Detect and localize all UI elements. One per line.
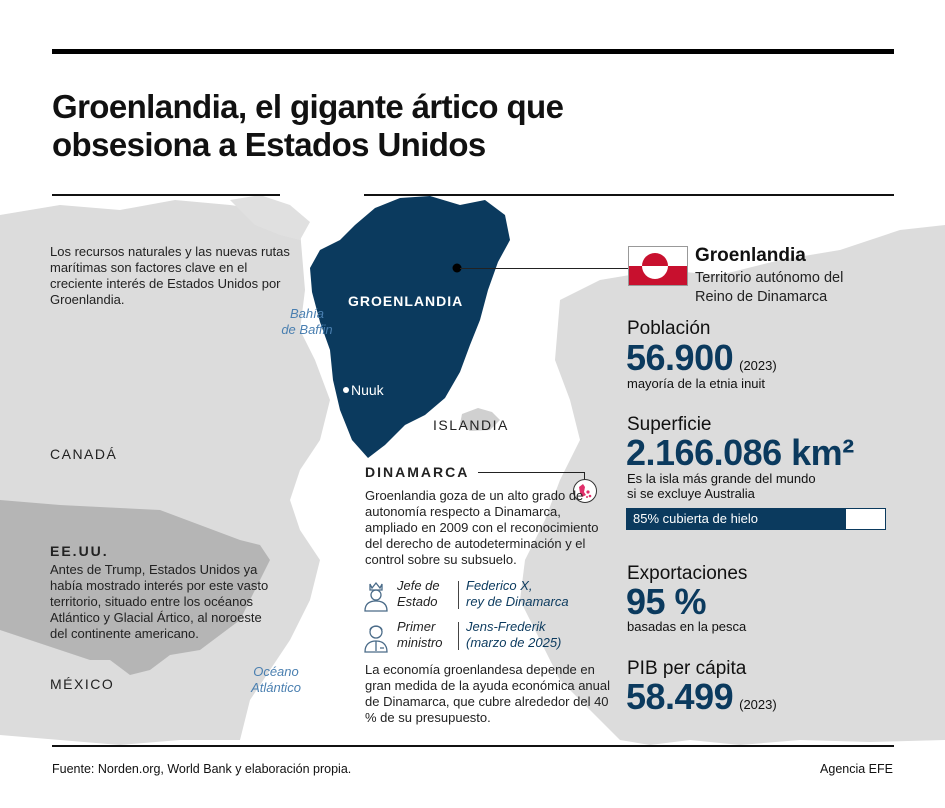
denmark-body: Groenlandia goza de un alto grado de aut… (365, 488, 599, 567)
population-value: 56.900 (2023) (626, 337, 777, 379)
iceland-landmass (460, 408, 500, 431)
exports-label: Exportaciones (627, 563, 748, 584)
flag-circle-top (642, 253, 668, 266)
role-name-line-1: Jens-Frederik (466, 619, 546, 634)
arctic-islands (230, 195, 310, 240)
usa-body: Antes de Trump, Estados Unidos ya había … (50, 562, 269, 641)
gdp-number: 58.499 (626, 676, 734, 717)
divider-right (364, 194, 894, 196)
area-note: Es la isla más grande del mundo si se ex… (627, 471, 816, 501)
denmark-leader-drop (584, 472, 585, 480)
prime-minister-label: Primer ministro (397, 619, 443, 651)
minister-icon (364, 625, 388, 653)
greenland-flag (628, 246, 688, 286)
canada-label: CANADÁ (50, 446, 118, 462)
divider-left (52, 194, 280, 196)
role-separator (458, 622, 459, 650)
role-label-line-1: Primer (397, 619, 436, 634)
role-separator (458, 581, 459, 609)
area-label: Superficie (627, 414, 712, 435)
baffin-line-2: de Baffin (281, 322, 333, 337)
greenland-leader-line (460, 268, 628, 269)
population-year: (2023) (739, 358, 777, 373)
population-number: 56.900 (626, 337, 734, 378)
area-note-line-1: Es la isla más grande del mundo (627, 471, 816, 486)
agency-credit: Agencia EFE (820, 762, 893, 776)
exports-note: basadas en la pesca (627, 619, 747, 634)
panel-subtitle-line-2: Reino de Dinamarca (695, 289, 828, 305)
atlantic-ocean-label: Océano Atlántico (240, 664, 312, 696)
mexico-label: MÉXICO (50, 676, 115, 692)
exports-value: 95 % (626, 581, 707, 622)
panel-title: Groenlandia (695, 245, 806, 266)
king-icon (364, 581, 388, 612)
greenland-label: GROENLANDIA (348, 293, 464, 309)
role-label-line-2: ministro (397, 635, 443, 650)
head-of-state-name: Federico X, rey de Dinamarca (466, 578, 569, 610)
denmark-leader-line (478, 472, 584, 473)
area-note-line-2: si se excluye Australia (627, 486, 755, 501)
denmark-title: DINAMARCA (365, 464, 470, 480)
gdp-year: (2023) (739, 697, 777, 712)
usa-landmass (0, 500, 270, 675)
population-note: mayoría de la etnia inuit (627, 376, 766, 391)
greenland-landmass (310, 196, 510, 458)
head-of-state-label: Jefe de Estado (397, 578, 440, 610)
economy-text: La economía groenlandesa depende en gran… (365, 662, 611, 725)
role-name-line-2: (marzo de 2025) (466, 635, 562, 650)
gdp-label: PIB per cápita (627, 658, 747, 679)
denmark-map-icon (573, 479, 597, 503)
lede-text: Los recursos naturales y las nuevas ruta… (50, 244, 290, 307)
atlantic-line-2: Atlántico (251, 680, 301, 695)
prime-minister-name: Jens-Frederik (marzo de 2025) (466, 619, 561, 651)
flag-circle-bottom (642, 266, 668, 279)
top-rule (52, 49, 894, 54)
panel-subtitle-line-1: Territorio autónomo del (695, 270, 844, 286)
head-of-state-row: Jefe de Estado Federico X, rey de Dinama… (362, 578, 612, 614)
role-name-line-1: Federico X, (466, 578, 533, 593)
ice-cover-fill: 85% cubierta de hielo (627, 509, 847, 529)
population-label: Población (627, 318, 711, 339)
role-label-line-1: Jefe de (397, 578, 440, 593)
gdp-value: 58.499 (2023) (626, 676, 777, 718)
atlantic-line-1: Océano (253, 664, 299, 679)
iceland-label: ISLANDIA (433, 417, 509, 433)
footer-rule (52, 745, 894, 747)
source-credit: Fuente: Norden.org, World Bank y elabora… (52, 762, 352, 776)
title-line-1: Groenlandia, el gigante ártico que (52, 88, 564, 125)
panel-subtitle: Territorio autónomo del Reino de Dinamar… (695, 269, 843, 307)
page-title: Groenlandia, el gigante ártico que obses… (52, 88, 564, 164)
usa-title: EE.UU. (50, 543, 109, 559)
title-line-2: obsesiona a Estados Unidos (52, 126, 486, 163)
ice-cover-bar: 85% cubierta de hielo (626, 508, 886, 530)
prime-minister-row: Primer ministro Jens-Frederik (marzo de … (362, 619, 612, 655)
baffin-line-1: Bahía (290, 306, 324, 321)
role-name-line-2: rey de Dinamarca (466, 594, 569, 609)
nuuk-label: Nuuk (351, 382, 384, 398)
role-label-line-2: Estado (397, 594, 438, 609)
eurasia-landmass (520, 225, 945, 745)
area-value: 2.166.086 km² (626, 432, 854, 473)
baffin-bay-label: Bahía de Baffin (272, 306, 342, 338)
